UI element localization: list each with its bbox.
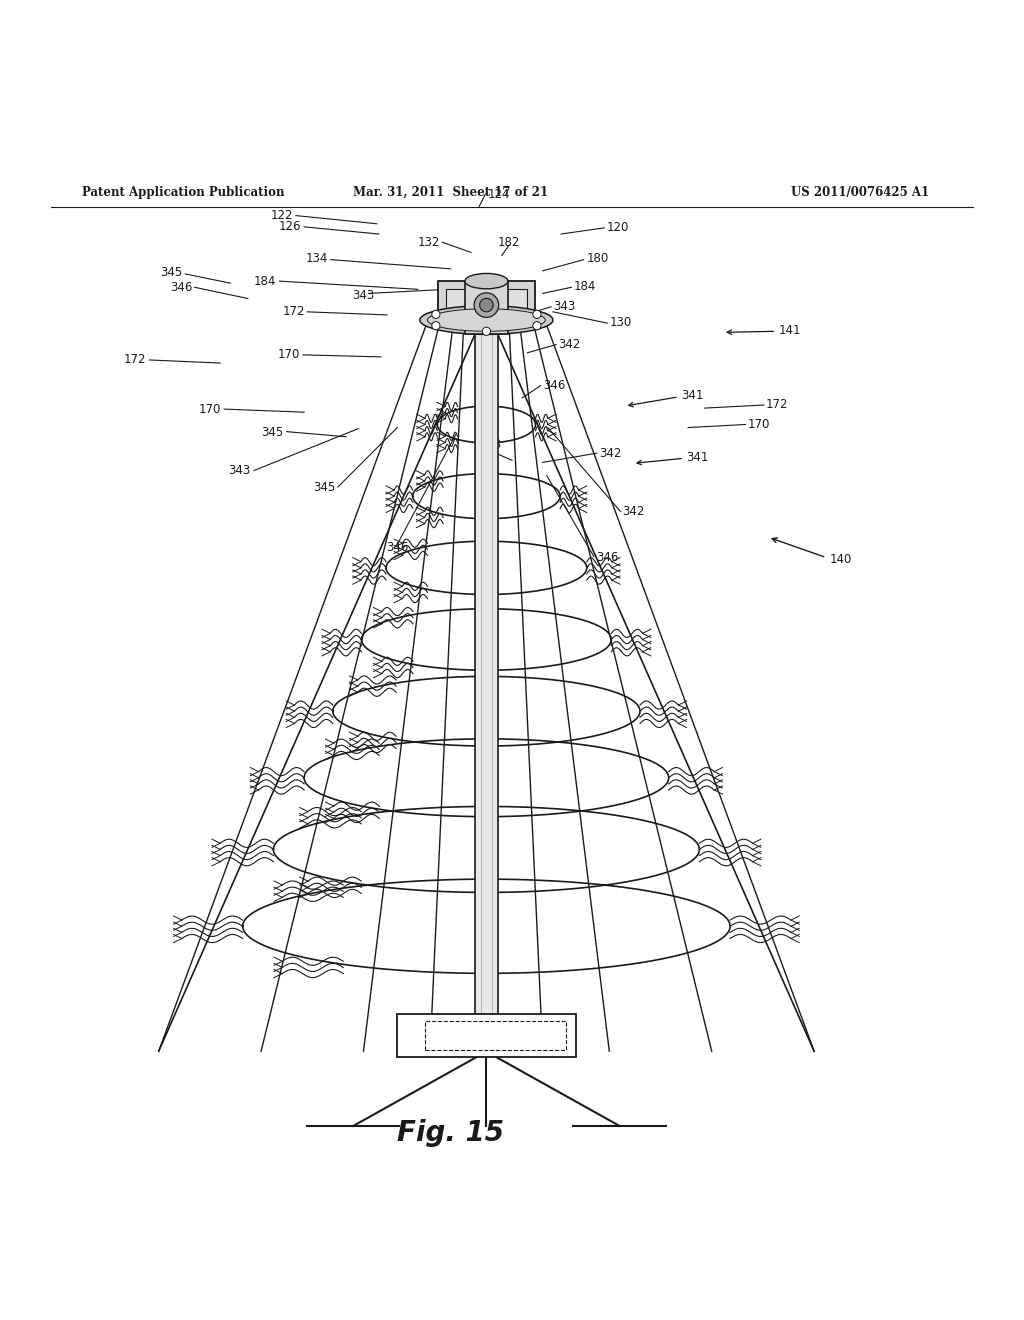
Text: 343: 343 (228, 465, 251, 477)
Text: 346: 346 (596, 552, 618, 564)
Text: Fig. 15: Fig. 15 (397, 1119, 504, 1147)
Text: 172: 172 (766, 397, 788, 411)
Text: 341: 341 (681, 389, 703, 403)
Text: 343: 343 (352, 289, 375, 302)
Text: 343: 343 (553, 300, 575, 313)
Ellipse shape (465, 273, 508, 289)
Ellipse shape (420, 306, 553, 334)
Text: 132: 132 (418, 236, 440, 248)
Text: 182: 182 (498, 236, 520, 248)
Text: 342: 342 (599, 446, 622, 459)
Text: 342: 342 (558, 338, 581, 351)
Text: 345: 345 (313, 482, 336, 495)
Bar (475, 306, 498, 1055)
Circle shape (532, 310, 541, 318)
Text: 170: 170 (199, 403, 221, 416)
Circle shape (479, 298, 494, 312)
Text: 170: 170 (748, 418, 770, 430)
Text: 130: 130 (609, 315, 632, 329)
Text: 346: 346 (386, 541, 409, 554)
Text: 343: 343 (479, 438, 502, 451)
Bar (396, 1014, 575, 1057)
Circle shape (482, 305, 490, 313)
Text: 346: 346 (170, 281, 193, 294)
Text: US 2011/0076425 A1: US 2011/0076425 A1 (792, 186, 929, 198)
Bar (465, 281, 508, 334)
Circle shape (432, 322, 440, 330)
Circle shape (474, 293, 499, 317)
Text: 180: 180 (587, 252, 609, 265)
Text: 345: 345 (261, 426, 284, 440)
Text: 120: 120 (606, 222, 629, 235)
Circle shape (432, 310, 440, 318)
Text: 184: 184 (254, 275, 276, 288)
Text: 184: 184 (573, 280, 596, 293)
Text: 342: 342 (623, 506, 645, 517)
Text: Mar. 31, 2011  Sheet 17 of 21: Mar. 31, 2011 Sheet 17 of 21 (353, 186, 548, 198)
Text: 345: 345 (160, 267, 182, 280)
Text: 341: 341 (686, 450, 709, 463)
Bar (446, 289, 526, 312)
Text: 122: 122 (270, 209, 293, 222)
Text: Patent Application Publication: Patent Application Publication (82, 186, 285, 198)
Text: 140: 140 (829, 553, 852, 566)
Bar (438, 281, 535, 319)
Text: 126: 126 (279, 220, 301, 234)
Circle shape (532, 322, 541, 330)
Text: 134: 134 (305, 252, 328, 265)
Text: 170: 170 (278, 348, 300, 362)
Text: 124: 124 (487, 187, 510, 201)
Text: 346: 346 (543, 379, 565, 392)
Circle shape (482, 327, 490, 335)
Bar (426, 1022, 565, 1051)
Text: 172: 172 (283, 305, 305, 318)
Text: 172: 172 (124, 354, 146, 367)
Text: 141: 141 (778, 323, 801, 337)
Ellipse shape (428, 309, 545, 331)
